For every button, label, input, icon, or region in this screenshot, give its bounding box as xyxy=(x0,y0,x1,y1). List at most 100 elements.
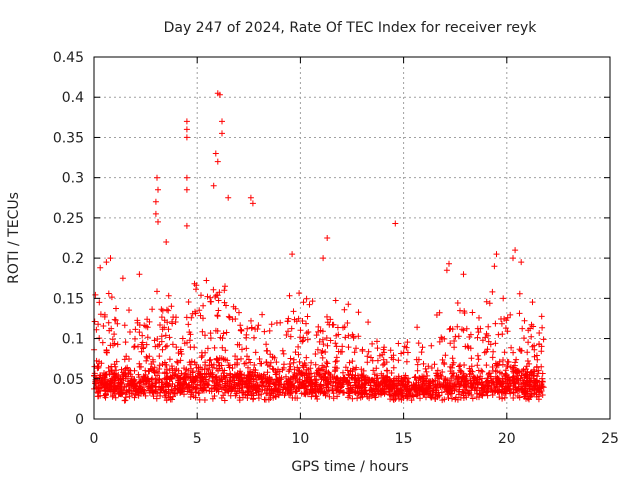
data-point xyxy=(248,325,255,332)
data-point xyxy=(226,364,233,371)
data-point xyxy=(144,355,151,361)
data-point xyxy=(144,316,151,323)
data-point xyxy=(319,362,326,369)
data-point xyxy=(442,352,449,359)
data-point xyxy=(327,316,334,323)
data-point xyxy=(531,383,538,390)
data-point xyxy=(95,321,102,328)
data-point xyxy=(404,349,411,356)
data-point xyxy=(174,358,180,365)
data-point xyxy=(188,391,195,398)
data-point xyxy=(218,395,225,401)
data-point xyxy=(187,331,194,338)
data-point xyxy=(108,363,115,370)
data-point xyxy=(319,348,326,354)
data-point xyxy=(136,271,143,278)
data-point xyxy=(450,359,457,366)
data-point xyxy=(264,347,271,354)
data-point xyxy=(206,357,213,364)
data-point xyxy=(505,359,512,365)
data-point xyxy=(422,365,429,372)
data-point xyxy=(224,378,230,385)
data-point xyxy=(495,362,502,369)
data-point xyxy=(447,340,454,347)
data-point xyxy=(514,393,521,399)
data-point xyxy=(183,126,190,133)
data-point xyxy=(314,346,321,353)
data-point xyxy=(225,313,232,320)
data-point xyxy=(312,351,319,357)
data-point xyxy=(415,340,422,347)
data-point xyxy=(290,356,297,363)
data-point xyxy=(369,340,376,347)
data-point xyxy=(246,376,253,383)
data-point xyxy=(352,382,359,389)
data-point xyxy=(346,392,353,399)
data-point xyxy=(538,313,545,320)
data-point xyxy=(341,306,348,313)
data-point xyxy=(106,386,113,393)
data-point xyxy=(259,386,266,393)
data-point xyxy=(200,386,207,393)
data-point xyxy=(169,320,176,327)
data-point xyxy=(345,380,352,386)
data-point xyxy=(380,356,387,363)
data-point xyxy=(488,375,494,382)
data-point xyxy=(507,311,514,318)
data-point xyxy=(490,348,497,355)
data-point xyxy=(173,344,180,351)
data-point xyxy=(155,218,161,225)
data-point xyxy=(358,390,365,397)
data-point xyxy=(307,376,314,383)
data-point xyxy=(185,321,192,328)
data-point xyxy=(139,386,146,393)
data-point xyxy=(268,321,275,328)
data-point xyxy=(220,330,227,337)
data-point xyxy=(258,360,265,367)
data-point xyxy=(179,385,186,392)
data-point xyxy=(95,388,102,395)
data-point xyxy=(446,260,452,267)
data-point xyxy=(154,336,161,342)
data-point xyxy=(475,367,482,374)
data-point xyxy=(294,379,301,386)
data-point xyxy=(154,288,160,295)
data-point xyxy=(297,327,304,334)
data-point xyxy=(378,370,385,377)
data-point xyxy=(423,368,430,375)
data-point xyxy=(309,298,316,305)
data-point xyxy=(213,355,220,362)
data-point xyxy=(199,366,206,373)
data-point xyxy=(324,360,331,367)
data-point xyxy=(345,371,352,378)
data-point xyxy=(374,357,381,364)
data-point xyxy=(297,334,304,341)
data-point xyxy=(301,377,308,384)
data-point xyxy=(502,373,509,380)
data-point xyxy=(349,368,356,375)
data-point xyxy=(319,354,326,361)
data-point xyxy=(419,344,426,351)
data-point xyxy=(285,368,292,375)
data-point xyxy=(467,377,474,384)
data-point xyxy=(122,339,129,346)
data-point xyxy=(483,378,490,385)
data-point xyxy=(351,349,358,356)
data-point xyxy=(330,395,337,402)
data-point xyxy=(451,338,458,344)
data-point xyxy=(446,385,453,392)
data-point xyxy=(178,351,185,357)
data-point xyxy=(395,357,402,364)
data-point xyxy=(167,389,174,395)
data-point xyxy=(180,378,187,385)
data-point xyxy=(482,334,489,341)
data-point xyxy=(392,395,399,402)
data-point xyxy=(220,356,227,363)
data-point xyxy=(275,391,282,398)
data-point xyxy=(295,367,302,374)
data-point xyxy=(421,384,428,391)
data-point xyxy=(352,389,359,396)
data-point xyxy=(299,338,306,345)
data-point xyxy=(252,326,259,333)
data-point xyxy=(412,373,419,380)
